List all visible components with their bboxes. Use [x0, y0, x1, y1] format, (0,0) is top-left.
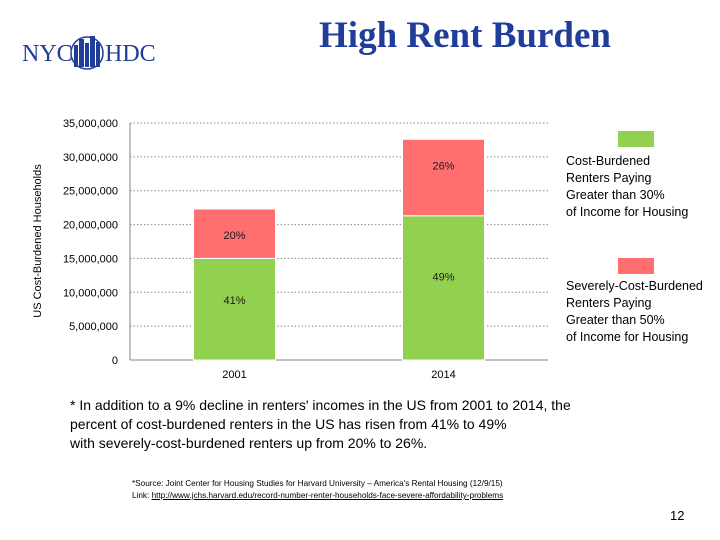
data-label: 41% [223, 295, 245, 307]
page-number: 12 [670, 508, 685, 523]
legend-swatch-cost-burdened [618, 131, 654, 147]
nychdc-logo: NYC HDC [22, 36, 156, 70]
bar-segment-cost-burdened-2001 [193, 257, 276, 361]
bar-segment-severely-cost-burdened-2014 [402, 138, 485, 217]
y-axis-title: US Cost-Burdened Households [32, 164, 44, 318]
data-label: 20% [223, 230, 245, 242]
bar-segment-severely-cost-burdened-2001 [193, 208, 276, 259]
data-label: 49% [432, 272, 454, 284]
y-tick-label: 0 [112, 355, 118, 367]
y-tick-label: 20,000,000 [63, 220, 118, 232]
source-text: *Source: Joint Center for Housing Studie… [132, 479, 503, 488]
x-tick-label: 2014 [431, 369, 455, 381]
logo-right-text: HDC [105, 41, 156, 67]
y-tick-label: 5,000,000 [69, 321, 118, 333]
legend-text-cost-burdened: Cost-Burdened Renters Paying Greater tha… [566, 154, 689, 219]
source-link[interactable]: http://www.jchs.harvard.edu/record-numbe… [151, 491, 504, 500]
bar-segment-cost-burdened-2014 [402, 215, 485, 361]
source-citation: *Source: Joint Center for Housing Studie… [132, 478, 702, 502]
logo-left-text: NYC [22, 41, 73, 67]
y-tick-label: 15,000,000 [63, 253, 118, 265]
y-tick-label: 25,000,000 [63, 186, 118, 198]
x-tick-label: 2001 [222, 369, 246, 381]
y-tick-label: 30,000,000 [63, 152, 118, 164]
skyline-icon [74, 36, 100, 67]
y-tick-label: 35,000,000 [63, 118, 118, 130]
legend-text-severely-cost-burdened: Severely-Cost-Burdened Renters Paying Gr… [566, 279, 703, 344]
y-tick-label: 10,000,000 [63, 287, 118, 299]
slide-title: High Rent Burden [319, 15, 611, 56]
legend-swatch-severely-cost-burdened [618, 258, 654, 274]
link-label: Link: [132, 491, 150, 500]
data-label: 26% [432, 160, 454, 172]
logo-ring-icon [70, 36, 104, 70]
footnote: * In addition to a 9% decline in renters… [70, 397, 571, 451]
